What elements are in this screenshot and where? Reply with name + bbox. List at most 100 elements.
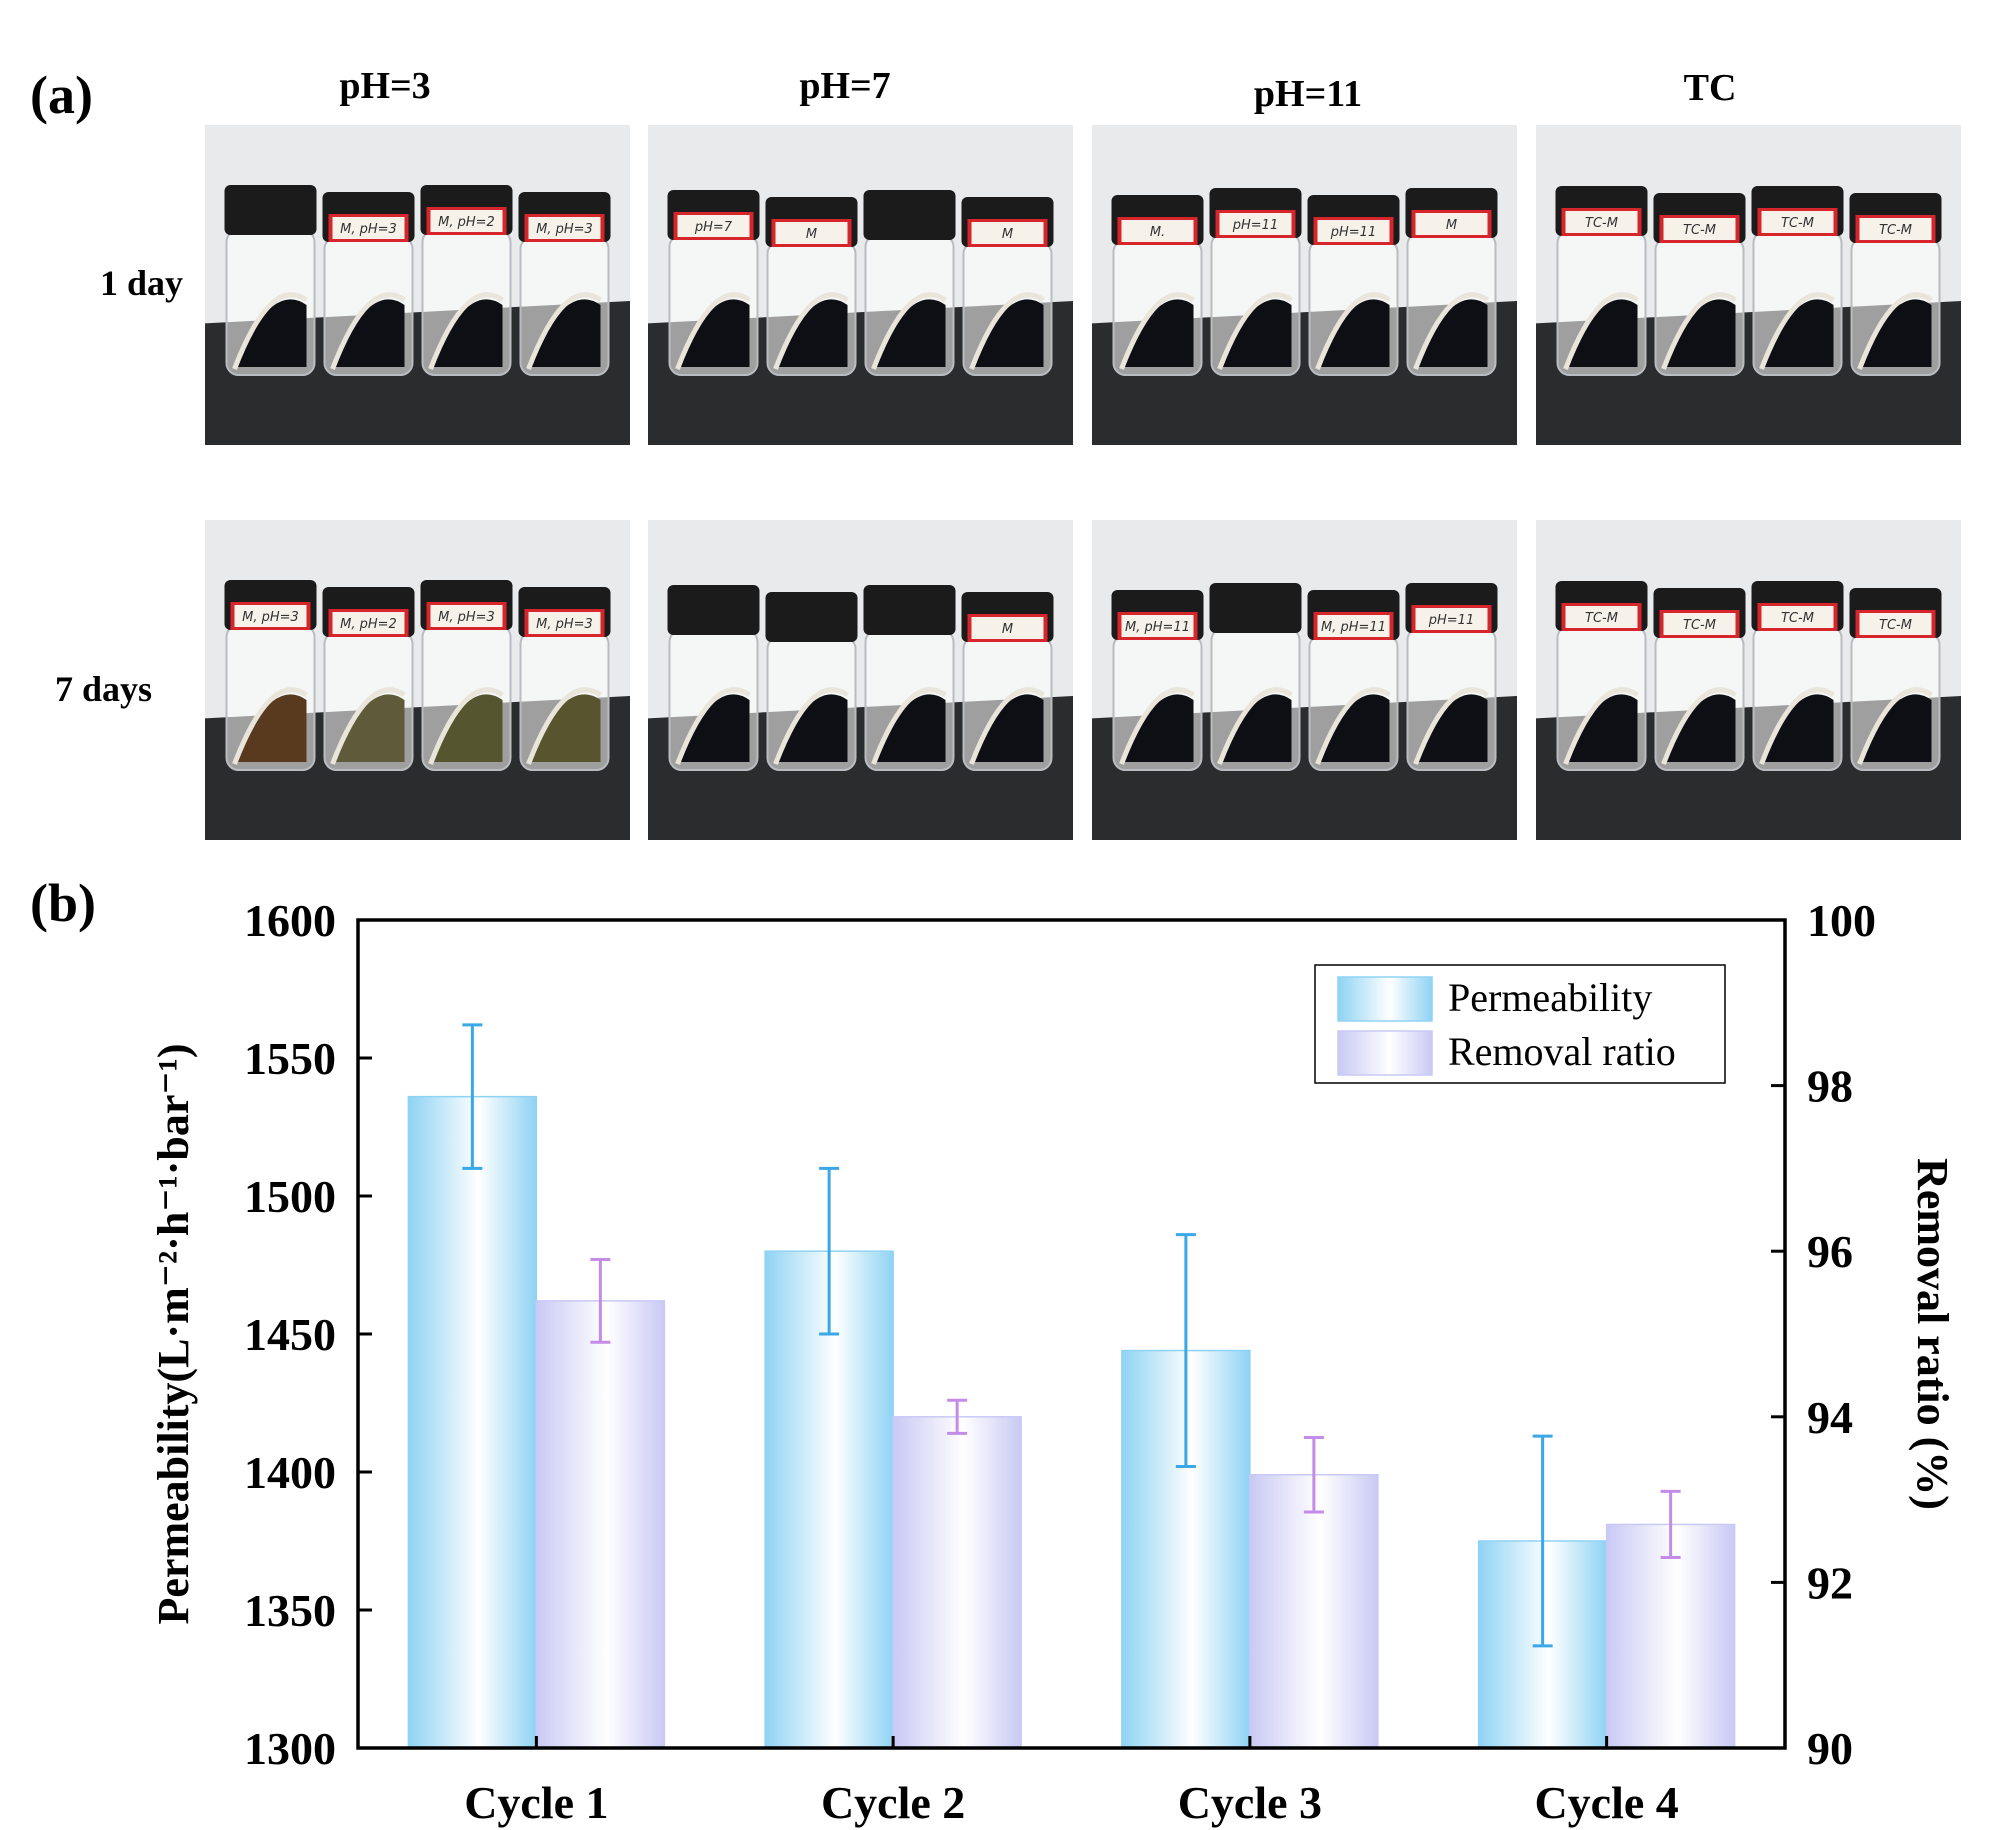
vial-label-text: M, pH=2 bbox=[438, 215, 495, 230]
label-paper bbox=[1121, 220, 1194, 242]
membrane-support bbox=[232, 687, 308, 765]
membrane-piece bbox=[528, 299, 601, 367]
vial: pH=11 bbox=[1209, 188, 1302, 376]
vial bbox=[1209, 583, 1302, 771]
row-label-7-days: 7 days bbox=[55, 669, 153, 709]
membrane-piece bbox=[1565, 299, 1638, 367]
column-title-ph3: pH=3 bbox=[339, 65, 431, 107]
membrane-support bbox=[330, 292, 406, 370]
membrane-piece bbox=[677, 299, 750, 367]
legend-entry: Removal ratio bbox=[1448, 1029, 1676, 1074]
x-tick-label: Cycle 2 bbox=[821, 1777, 965, 1828]
vial-photo-ph7-7-days: M bbox=[648, 520, 1073, 840]
membrane-piece bbox=[1121, 694, 1194, 762]
membrane-piece bbox=[1859, 694, 1932, 762]
membrane-support bbox=[1661, 292, 1737, 370]
vial: M, pH=3 bbox=[518, 587, 611, 771]
column-title-ph7: pH=7 bbox=[799, 65, 891, 107]
x-tick-label: Cycle 4 bbox=[1534, 1777, 1678, 1828]
vial-photo-ph11-7-days: M, pH=11 M, pH=11 pH=11 bbox=[1092, 520, 1517, 840]
vial-photo-tc-7-days: TC-M TC-M TC-M TC-M bbox=[1536, 520, 1961, 840]
membrane-support bbox=[871, 687, 947, 765]
vial-cap bbox=[863, 190, 956, 240]
vial: TC-M bbox=[1555, 186, 1648, 376]
membrane-support bbox=[330, 687, 406, 765]
label-paper bbox=[1663, 613, 1736, 635]
column-title-ph11: pH=11 bbox=[1253, 73, 1363, 115]
membrane-support bbox=[1217, 292, 1293, 370]
vial-label-text: TC-M bbox=[1879, 618, 1912, 633]
vial-cap bbox=[863, 585, 956, 635]
legend-swatch bbox=[1337, 1030, 1433, 1076]
vial bbox=[863, 585, 956, 771]
vial bbox=[224, 185, 317, 376]
membrane-support bbox=[1563, 292, 1639, 370]
membrane-piece bbox=[1219, 299, 1292, 367]
vial: M, pH=2 bbox=[420, 185, 513, 376]
membrane-support bbox=[1119, 687, 1195, 765]
error-bar-removal-ratio-cycle-3 bbox=[1303, 1436, 1324, 1514]
vial: TC-M bbox=[1653, 588, 1746, 771]
panel-b-label: (b) bbox=[30, 873, 96, 933]
vial: M bbox=[1405, 188, 1498, 376]
label-paper bbox=[1415, 608, 1488, 630]
membrane-piece bbox=[971, 299, 1044, 367]
membrane-support bbox=[773, 687, 849, 765]
vial: M, pH=3 bbox=[322, 192, 415, 376]
membrane-support bbox=[675, 687, 751, 765]
label-paper bbox=[430, 605, 503, 627]
bar-removal-ratio-cycle-1 bbox=[535, 1300, 666, 1749]
vial-cap bbox=[224, 185, 317, 235]
label-paper bbox=[528, 217, 601, 239]
legend-entry: Permeability bbox=[1448, 975, 1652, 1020]
y2-tick-label: 90 bbox=[1807, 1723, 1853, 1774]
vial-cap bbox=[765, 592, 858, 642]
vial: M, pH=3 bbox=[518, 192, 611, 376]
vial: M bbox=[765, 197, 858, 376]
error-bar-permeability-cycle-1 bbox=[462, 1023, 483, 1170]
membrane-support bbox=[1857, 687, 1933, 765]
label-paper bbox=[1859, 613, 1932, 635]
membrane-support bbox=[526, 292, 602, 370]
vial-photo-ph7-1-day: pH=7 M M bbox=[648, 125, 1073, 445]
vial-photo-ph11-1-day: M. pH=11 pH=11 M bbox=[1092, 125, 1517, 445]
label-paper bbox=[1415, 213, 1488, 235]
membrane-support bbox=[1759, 687, 1835, 765]
membrane-piece bbox=[1761, 694, 1834, 762]
vial: TC-M bbox=[1849, 588, 1942, 771]
y2-tick-label: 98 bbox=[1807, 1061, 1853, 1112]
membrane-support bbox=[871, 292, 947, 370]
error-bar-removal-ratio-cycle-4 bbox=[1660, 1489, 1681, 1560]
membrane-support bbox=[1413, 687, 1489, 765]
vial-label-text: M, pH=3 bbox=[536, 617, 593, 632]
membrane-support bbox=[1119, 292, 1195, 370]
label-paper bbox=[971, 617, 1044, 639]
membrane-support bbox=[1315, 292, 1391, 370]
label-paper bbox=[1859, 218, 1932, 240]
vial-label-text: M, pH=11 bbox=[1125, 620, 1190, 635]
label-paper bbox=[1317, 615, 1390, 637]
membrane-piece bbox=[430, 299, 503, 367]
vial-label-text: M, pH=3 bbox=[340, 222, 397, 237]
membrane-support bbox=[1563, 687, 1639, 765]
vial: M bbox=[961, 592, 1054, 771]
vial-label-text: TC-M bbox=[1781, 216, 1814, 231]
vial bbox=[765, 592, 858, 771]
vial-label-text: TC-M bbox=[1585, 216, 1618, 231]
label-paper bbox=[1219, 213, 1292, 235]
membrane-piece bbox=[873, 299, 946, 367]
vial-label-text: M, pH=11 bbox=[1321, 620, 1386, 635]
y2-tick-label: 94 bbox=[1807, 1392, 1853, 1443]
y-tick-label: 1600 bbox=[244, 895, 336, 946]
vial: TC-M bbox=[1653, 193, 1746, 376]
label-paper bbox=[528, 612, 601, 634]
membrane-piece bbox=[1219, 694, 1292, 762]
label-paper bbox=[1565, 606, 1638, 628]
error-bar-removal-ratio-cycle-1 bbox=[590, 1257, 611, 1344]
membrane-support bbox=[1217, 687, 1293, 765]
vial-photo-ph3-7-days: M, pH=3 M, pH=2 M, pH=3 M, pH=3 bbox=[205, 520, 630, 840]
membrane-support bbox=[1857, 292, 1933, 370]
vial-label-text: M bbox=[1446, 218, 1457, 233]
membrane-support bbox=[1315, 687, 1391, 765]
membrane-support bbox=[526, 687, 602, 765]
